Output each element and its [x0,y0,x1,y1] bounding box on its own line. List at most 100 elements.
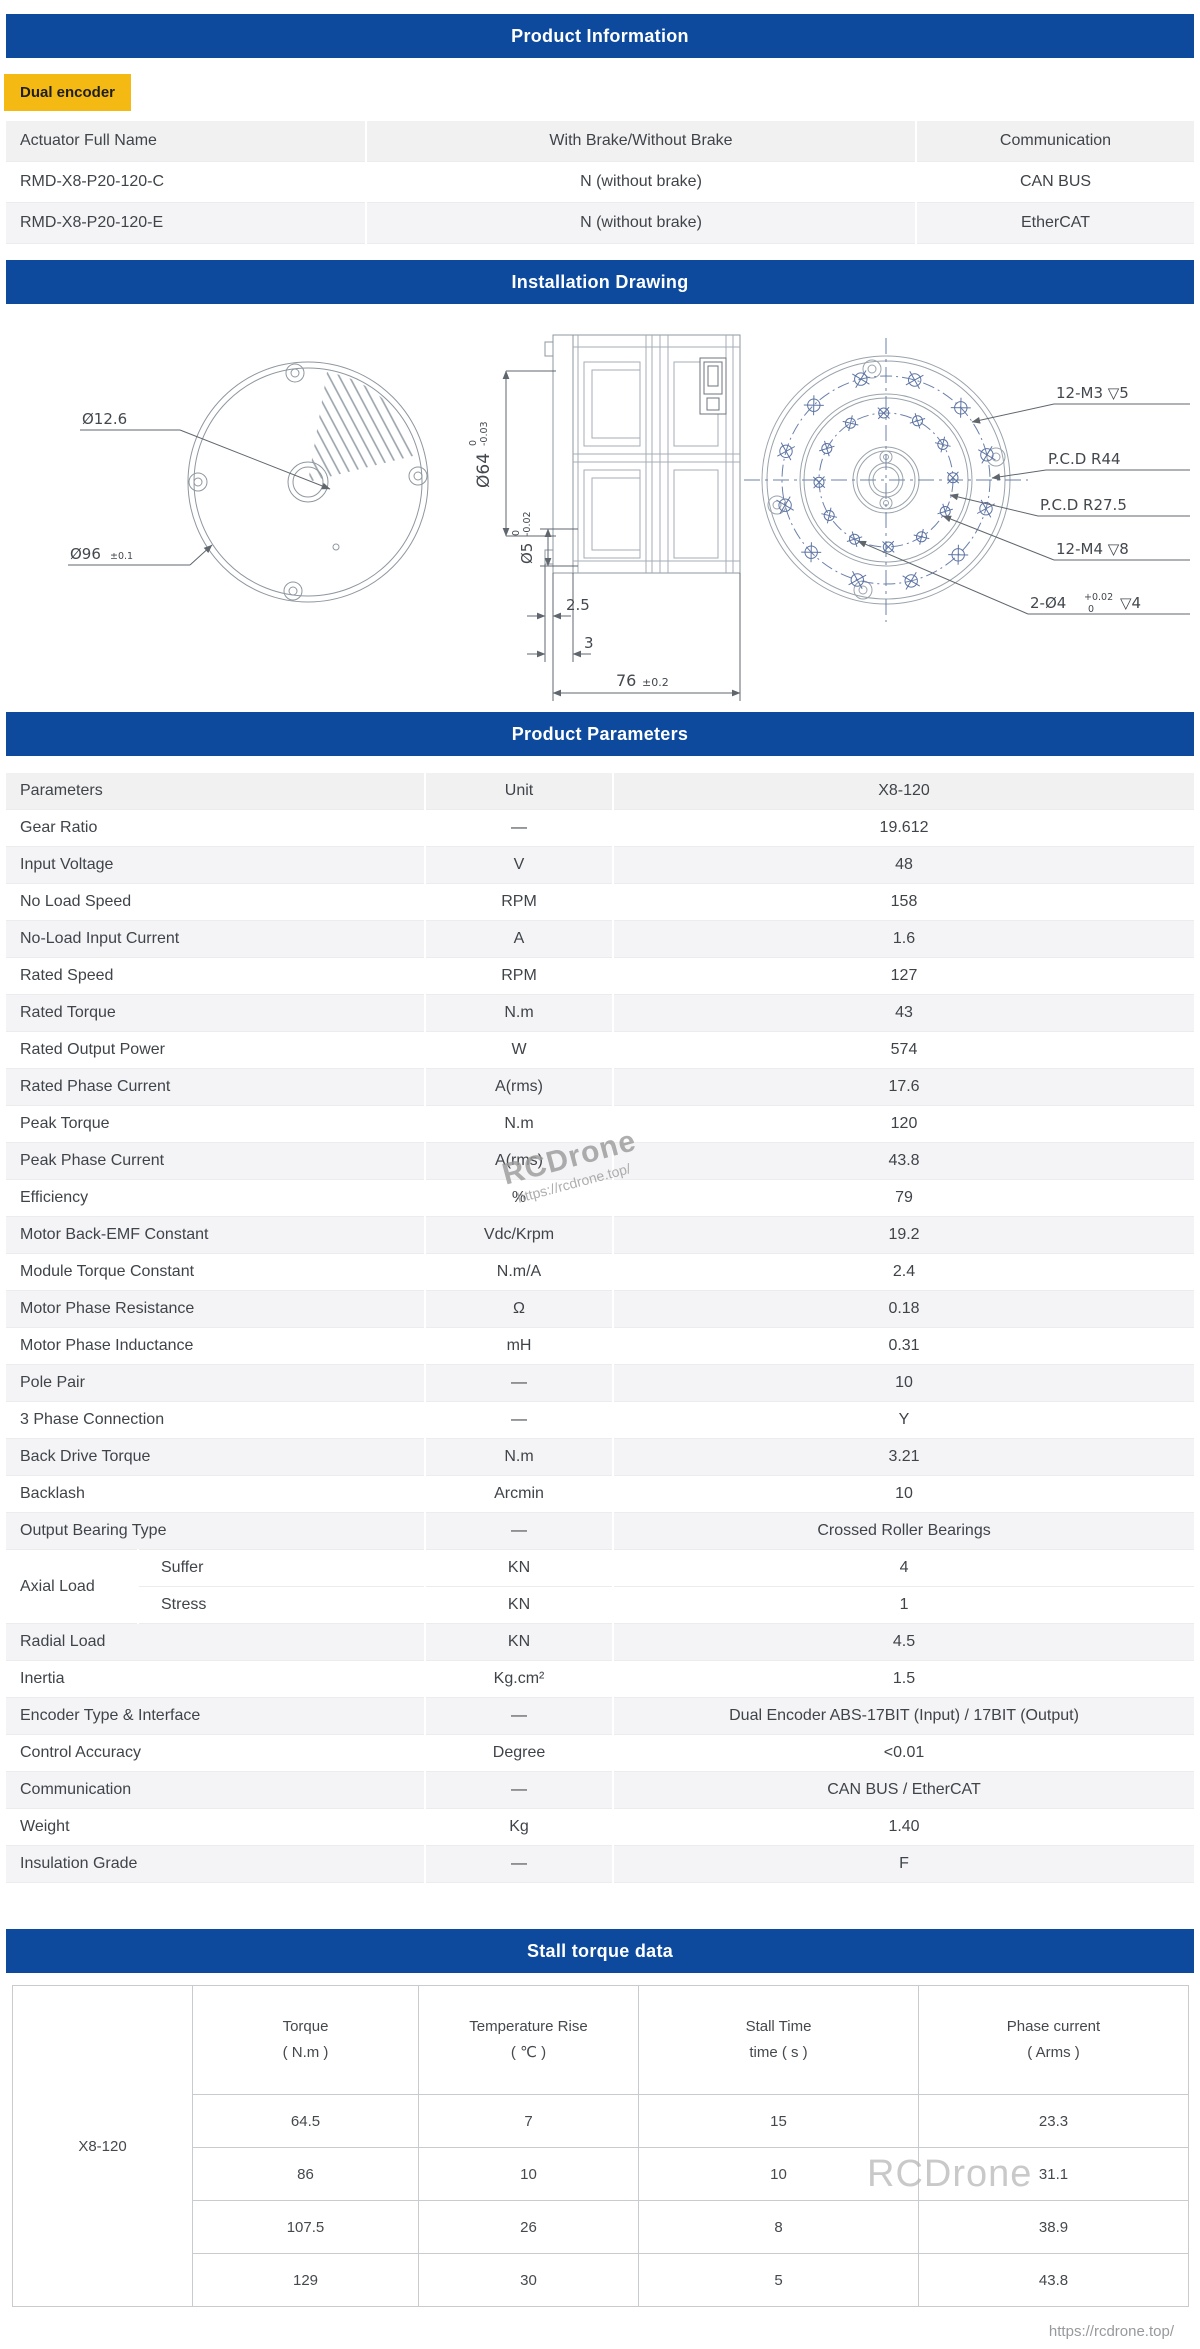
param-name: Rated Phase Current [20,1078,171,1095]
param-row: Motor Phase Inductance mH 0.31 [6,1327,1195,1365]
param-subname: Suffer [136,1549,426,1587]
params-header-cell: Unit [424,773,614,810]
param-unit: Ω [424,1290,614,1328]
section-title: Stall torque data [526,1940,674,1961]
param-unit: Degree [424,1734,614,1772]
param-row: Communication — CAN BUS / EtherCAT [6,1771,1195,1809]
param-subname: Stress [136,1586,426,1624]
side-dimensions [502,370,741,701]
param-row: Gear Ratio —19.612 [6,809,1195,847]
param-name: Communication [20,1781,132,1798]
stall-header-line2: time ( s ) [749,2044,808,2061]
param-unit: KN [424,1549,614,1587]
param-unit: mH [424,1327,614,1365]
param-name: Motor Phase Resistance [20,1300,195,1317]
param-name: No Load Speed [20,893,132,910]
label-dia64-group: Ø64 0 -0.03 [468,421,494,488]
label-dia5: Ø5 [518,543,536,564]
label-pcd-outer: P.C.D R44 [1048,450,1121,468]
info-header-cell: Actuator Full Name [20,132,157,149]
stall-header-cell: Stall Time time ( s ) [638,1985,919,2095]
param-unit: Arcmin [424,1475,614,1513]
param-name: Inertia [20,1670,65,1687]
param-unit: N.m [424,1105,614,1143]
param-row: Rated Speed RPM 127 [6,957,1195,995]
param-row: Motor Phase Resistance Ω 0.18 [6,1290,1195,1328]
param-row: Control Accuracy Degree <0.01 [6,1734,1195,1772]
label-pins-tol-hi: +0.02 [1084,592,1113,603]
side-view: Ø64 0 -0.03 Ø5 0 -0.02 2.5 3 76 ±0.2 [468,334,741,701]
stall-cell: 10 [418,2147,639,2201]
info-row: RMD-X8-P20-120-C N (without brake) CAN BUS [6,161,1194,203]
param-value: 17.6 [612,1068,1195,1106]
label-dia64-tol-lo: -0.03 [479,421,490,446]
param-name: Input Voltage [20,856,114,873]
param-value: 574 [612,1031,1195,1069]
param-group-cell: Axial Load [20,1577,95,1595]
param-name: Peak Torque [20,1115,110,1132]
param-value: 127 [612,957,1195,995]
param-subrow: Axial Load Suffer KN 4 [6,1549,1195,1595]
info-cell: N (without brake) [365,161,916,203]
param-unit: — [424,1845,614,1883]
section-header-product-information: Product Information [6,14,1194,58]
front-view: Ø12.6 Ø96 ±0.1 [68,361,429,603]
param-row: 3 Phase Connection — Y [6,1401,1195,1439]
param-subrow: Stress KN 1 [6,1586,1195,1624]
param-name: Weight [20,1818,70,1835]
param-unit: W [424,1031,614,1069]
param-unit: Vdc/Krpm [424,1216,614,1254]
rear-bolt-markers [776,370,996,590]
param-name: No-Load Input Current [20,930,180,947]
param-name: Efficiency [20,1189,89,1206]
param-value: 19.612 [612,809,1195,847]
info-cell: CAN BUS [915,161,1194,203]
label-bolts-inner: 12-M4 ▽8 [1056,540,1129,558]
front-screw-holes [188,363,428,601]
param-value: 1 [612,1586,1195,1624]
params-header-cell: X8-120 [612,773,1195,810]
stall-cell: 43.8 [918,2253,1189,2307]
param-unit: — [424,1364,614,1402]
param-value: 10 [612,1364,1195,1402]
params-header-row: Parameters Unit X8-120 [6,773,1195,810]
product-parameters-section: Parameters Unit X8-120 Gear Ratio —19.612 In… [6,773,1195,1883]
param-row: Efficiency% 79 [6,1179,1195,1217]
section-title: Product Parameters [511,723,689,744]
param-unit: — [424,1512,614,1550]
label-pcd-inner: P.C.D R27.5 [1040,496,1127,514]
param-value: Crossed Roller Bearings [612,1512,1195,1550]
param-value: 120 [612,1105,1195,1143]
param-unit: N.m/A [424,1253,614,1291]
param-row: Input Voltage V 48 [6,846,1195,884]
param-name: Backlash [20,1485,85,1502]
stall-cell: 5 [638,2253,919,2307]
param-unit: — [424,1771,614,1809]
section-header-stall-torque-data: Stall torque data [6,1929,1194,1973]
stall-cell: 23.3 [918,2094,1189,2148]
label-pins-tol-lo: 0 [1088,604,1094,615]
param-name: 3 Phase Connection [20,1411,165,1428]
label-pins-depth: ▽4 [1120,594,1141,612]
param-value: 1.6 [612,920,1195,958]
section-title: Installation Drawing [511,271,689,292]
stall-header-line2: ( ℃ ) [510,2044,547,2061]
param-value: 1.5 [612,1660,1195,1698]
param-unit: A(rms) [424,1068,614,1106]
param-value: 79 [612,1179,1195,1217]
label-outer-diameter: Ø96 [70,545,101,563]
param-value: <0.01 [612,1734,1195,1772]
param-value: F [612,1845,1195,1883]
param-value: Dual Encoder ABS-17BIT (Input) / 17BIT (… [612,1697,1195,1735]
stall-torque-table: X8-120 Torque ( N.m ) Temperature Rise ( ℃ )… [12,1985,1189,2307]
param-row: Motor Back-EMF Constant Vdc/Krpm 19.2 [6,1216,1195,1254]
param-unit: N.m [424,1438,614,1476]
product-info-table: Actuator Full Name With Brake/Without Bra… [6,121,1194,244]
footer-url: https://rcdrone.top/ [1048,2323,1174,2340]
param-row: Radial Load KN 4.5 [6,1623,1195,1661]
param-name: Encoder Type & Interface [20,1707,201,1724]
rear-view: 12-M3 ▽5 P.C.D R44 P.C.D R27.5 12-M4 ▽8 … [744,338,1190,622]
param-row: Module Torque Constant N.m/A 2.4 [6,1253,1195,1291]
stall-cell: 107.5 [192,2200,419,2254]
param-unit: — [424,809,614,847]
